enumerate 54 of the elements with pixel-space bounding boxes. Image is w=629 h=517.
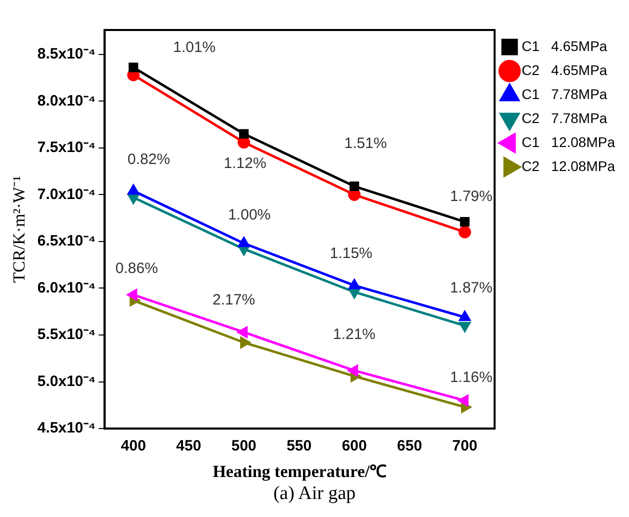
point (128, 194, 139, 204)
legend-label: C2 12.08MPa (522, 158, 616, 174)
x-tick-label: 650 (397, 438, 422, 455)
y-tick-label: 4.5x10⁻⁴ (37, 420, 96, 437)
y-tick-label: 8.0x10⁻⁴ (37, 92, 96, 110)
legend-label: C1 12.08MPa (522, 134, 616, 150)
point (128, 62, 138, 72)
point (238, 237, 250, 248)
x-tick-label: 600 (342, 438, 367, 455)
legend-label: C1 7.78MPa (522, 86, 608, 102)
point (350, 181, 360, 192)
y-tick-label: 6.0x10⁻⁴ (37, 279, 96, 296)
annotation: 1.51% (344, 135, 387, 152)
legend-label: C2 7.78MPa (522, 110, 608, 126)
annotation: 1.79% (450, 188, 492, 205)
annotation: 2.17% (212, 291, 256, 308)
point (238, 326, 248, 338)
annotation: 1.01% (173, 39, 216, 56)
annotation: 0.86% (115, 260, 158, 277)
y-tick-label: 5.5x10⁻⁴ (37, 326, 96, 344)
point (348, 279, 360, 290)
y-tick-label: 8.5x10⁻⁴ (37, 45, 96, 62)
y-tick-label: 7.5x10⁻⁴ (37, 139, 96, 156)
legend-label: C2 4.65MPa (522, 62, 608, 78)
annotation: 1.87% (450, 279, 492, 296)
x-tick-label: 450 (176, 438, 202, 455)
annotation: 1.21% (332, 326, 376, 344)
text: (a) Air gap (272, 483, 357, 505)
legend-label: C1 4.65MPa (522, 38, 608, 54)
point (128, 184, 139, 195)
point (458, 226, 472, 238)
y-axis-title: TCR/K·m²·W⁻¹ (10, 176, 29, 283)
y-tick-label: 7.0x10⁻⁴ (37, 186, 96, 203)
annotation: 1.15% (330, 244, 372, 262)
point (239, 129, 249, 139)
x-tick-label: 400 (120, 438, 146, 455)
point (459, 322, 470, 332)
annotation: 1.00% (228, 206, 271, 224)
x-axis-title: Heating temperature/℃ (212, 462, 387, 482)
point (240, 336, 250, 348)
annotation: 1.12% (224, 155, 266, 172)
y-tick-label: 6.5x10⁻⁴ (37, 232, 96, 250)
point (460, 217, 470, 227)
x-tick-label: 550 (286, 438, 312, 455)
y-tick-label: 5.0x10⁻⁴ (37, 372, 96, 390)
x-tick-label: 500 (231, 438, 256, 455)
point (348, 288, 360, 298)
annotation: 0.82% (127, 151, 170, 168)
x-tick-label: 700 (452, 438, 478, 455)
point (458, 394, 469, 406)
point (127, 289, 138, 300)
point (348, 365, 358, 376)
annotation: 1.16% (450, 369, 492, 386)
point (459, 311, 470, 322)
